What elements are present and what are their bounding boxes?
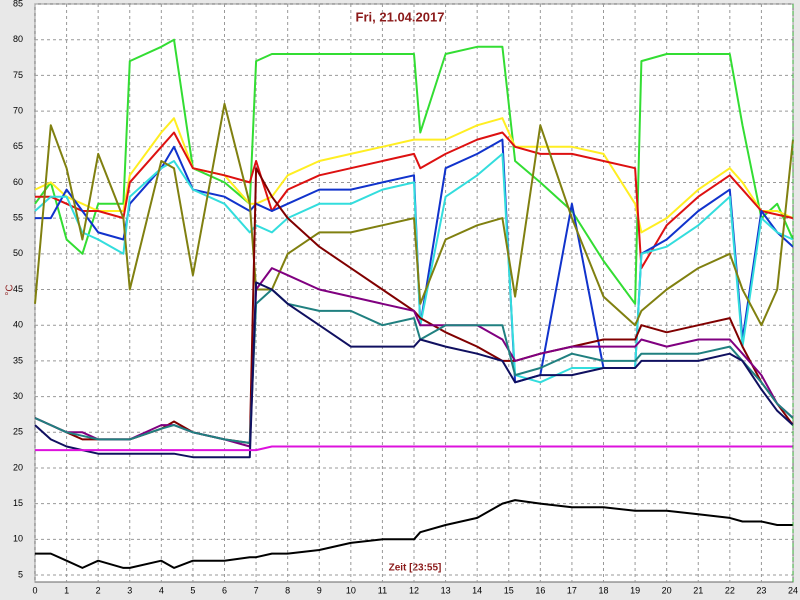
series-line <box>34 102 794 327</box>
series-line <box>34 38 794 305</box>
x-tick-label: 0 <box>32 585 37 595</box>
x-tick-label: 6 <box>222 585 227 595</box>
y-tick-label: 10 <box>13 534 23 544</box>
grid <box>34 3 794 582</box>
x-tick-label: 16 <box>535 585 545 595</box>
x-tick-label: 19 <box>630 585 640 595</box>
y-tick-label: 50 <box>13 248 23 258</box>
series-line <box>35 445 793 452</box>
x-tick-label: 20 <box>662 585 672 595</box>
series-line <box>34 152 794 384</box>
y-tick-label: 35 <box>13 355 23 365</box>
x-tick-label: 24 <box>788 585 798 595</box>
x-tick-label: 3 <box>127 585 132 595</box>
x-tick-label: 15 <box>504 585 514 595</box>
x-tick-label: 8 <box>285 585 290 595</box>
x-tick-label: 4 <box>159 585 164 595</box>
x-tick-label: 23 <box>756 585 766 595</box>
x-tick-label: 14 <box>472 585 482 595</box>
y-tick-label: 70 <box>13 105 23 115</box>
x-tick-label: 9 <box>317 585 322 595</box>
series-line <box>35 131 794 270</box>
x-axis-label: Zeit [23:55] <box>389 563 442 574</box>
x-tick-label: 7 <box>254 585 259 595</box>
y-tick-label: 25 <box>13 427 23 437</box>
y-tick-label: 85 <box>13 0 23 8</box>
chart-title: Fri, 21.04.2017 <box>356 9 445 24</box>
y-tick-label: 55 <box>13 213 23 223</box>
x-tick-label: 2 <box>96 585 101 595</box>
y-tick-label: 65 <box>13 141 23 151</box>
x-tick-label: 21 <box>693 585 703 595</box>
series-line <box>35 499 793 569</box>
x-tick-label: 11 <box>378 585 387 595</box>
x-tick-label: 10 <box>346 585 356 595</box>
x-tick-label: 18 <box>598 585 608 595</box>
y-tick-label: 20 <box>13 462 23 472</box>
x-tick-label: 13 <box>441 585 451 595</box>
x-tick-label: 12 <box>409 585 419 595</box>
y-tick-label: 45 <box>13 284 23 294</box>
x-tick-label: 17 <box>567 585 577 595</box>
y-axis-label: °C <box>5 284 16 295</box>
x-tick-label: 5 <box>190 585 195 595</box>
series-line <box>34 288 794 444</box>
y-tick-label: 15 <box>13 498 23 508</box>
x-tick-label: 1 <box>64 585 69 595</box>
y-tick-label: 40 <box>13 320 23 330</box>
y-tick-label: 80 <box>13 34 23 44</box>
y-tick-label: 75 <box>13 70 23 80</box>
y-tick-label: 60 <box>13 177 23 187</box>
y-tick-label: 30 <box>13 391 23 401</box>
series-line <box>34 117 794 234</box>
x-tick-label: 22 <box>725 585 735 595</box>
y-tick-label: 5 <box>18 569 23 579</box>
series-line <box>34 281 794 459</box>
lines <box>34 38 794 569</box>
